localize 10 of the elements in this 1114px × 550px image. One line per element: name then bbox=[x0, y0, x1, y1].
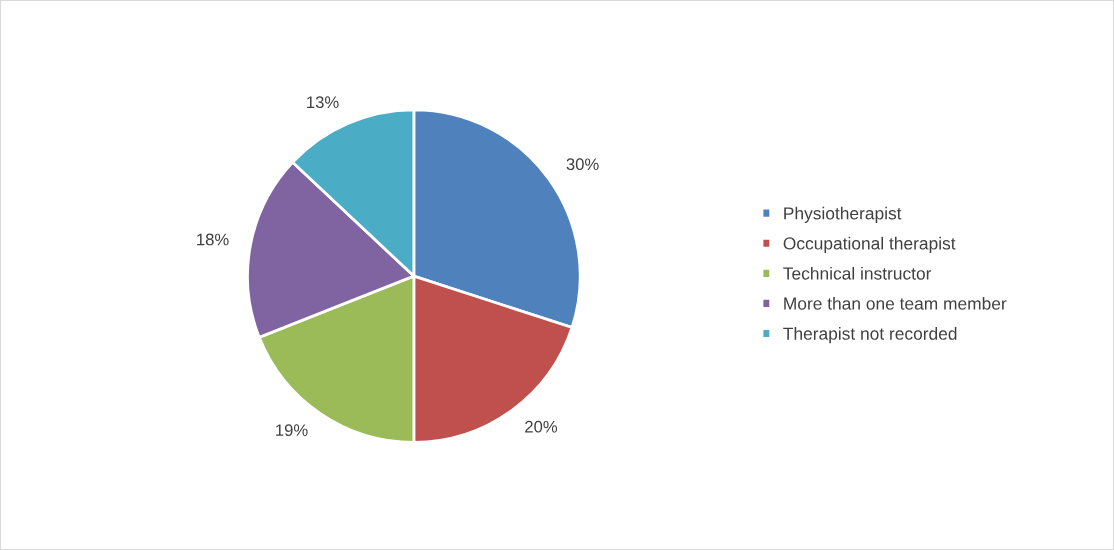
legend-label: Physiotherapist bbox=[784, 206, 902, 223]
data-label: 20% bbox=[525, 420, 558, 433]
legend-label: More than one team member bbox=[784, 296, 1007, 310]
data-label: 30% bbox=[566, 158, 599, 171]
legend-label: Therapist not recorded bbox=[783, 327, 957, 344]
data-label: 13% bbox=[307, 96, 339, 109]
data-label: 18% bbox=[197, 233, 229, 246]
data-label: 19% bbox=[276, 424, 308, 437]
legend-label: Occupational therapist bbox=[783, 236, 956, 254]
legend-label: Technical instructor bbox=[783, 266, 932, 280]
